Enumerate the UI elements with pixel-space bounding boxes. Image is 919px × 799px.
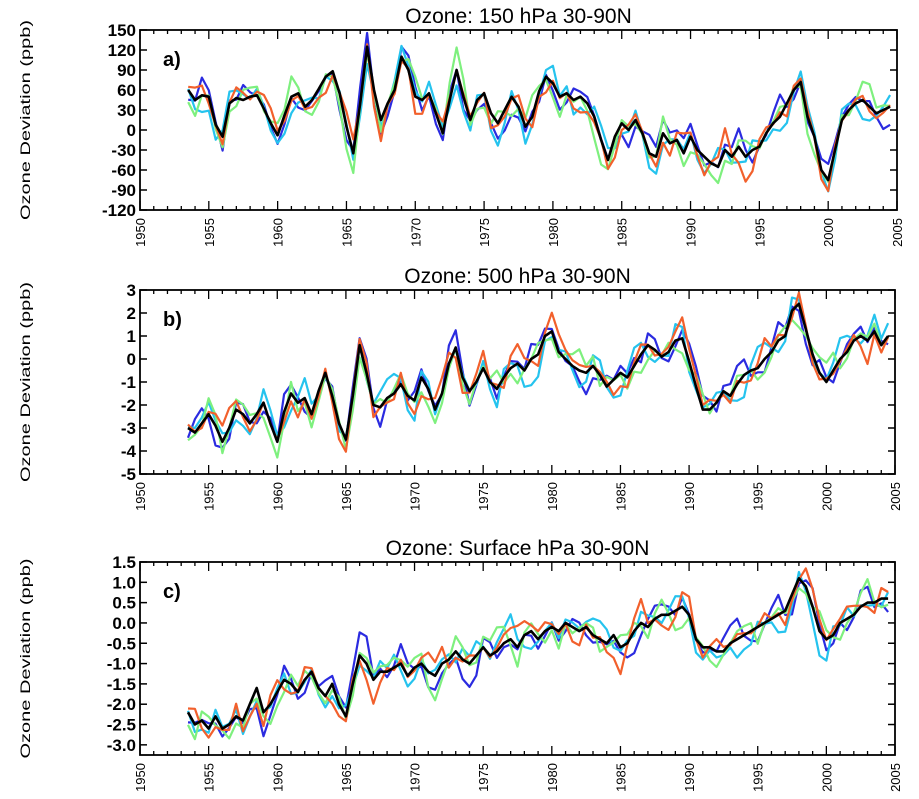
x-tick-label: 1985 (613, 763, 628, 792)
x-tick-label: 1955 (202, 218, 217, 247)
ensemble-mean-line (186, 576, 889, 730)
x-tick-label: 1960 (270, 482, 285, 511)
plot-frame (139, 29, 898, 211)
x-tick-label: 1980 (545, 763, 560, 792)
x-tick-label: 2000 (821, 218, 836, 247)
y-tick-label: -4 (121, 442, 137, 461)
x-tick-label: 1950 (133, 482, 148, 511)
panel-label: c) (163, 581, 181, 603)
y-tick-label: 60 (117, 81, 136, 100)
x-tick-label: 1980 (546, 218, 561, 247)
x-tick-label: 1965 (339, 218, 354, 247)
x-tick-label: 1975 (477, 218, 492, 247)
y-tick-label: -3 (121, 419, 136, 438)
y-tick-label: 0.5 (112, 594, 136, 613)
x-tick-label: 1995 (751, 482, 766, 511)
x-tick-label: 1975 (476, 482, 491, 511)
y-tick-label: 120 (108, 41, 136, 60)
x-tick-label: 2000 (819, 482, 834, 511)
y-tick-label: 1.0 (112, 573, 136, 592)
y-tick-label: -120 (102, 201, 136, 220)
panel-title: Ozone: 150 hPa 30-90N (405, 5, 632, 28)
panel-c: Ozone: Surface hPa 30-90N Ozone Deviation… (17, 537, 903, 792)
panel-title: Ozone: 500 hPa 30-90N (404, 265, 631, 288)
ensemble-member-line (187, 579, 889, 738)
y-tick-label: 1 (127, 327, 136, 346)
plot-frame (139, 561, 896, 756)
panel-label: b) (163, 309, 182, 331)
x-tick-label: 1985 (613, 482, 628, 511)
y-tick-label: 0.0 (112, 614, 136, 633)
y-tick-label: -3.0 (107, 736, 136, 755)
x-tick-label: 1965 (339, 482, 354, 511)
x-tick-label: 1990 (684, 218, 699, 247)
x-tick-label: 1960 (270, 763, 285, 792)
y-tick-label: -1.0 (107, 655, 136, 674)
x-tick-label: 2005 (890, 218, 905, 247)
y-tick-label: 90 (117, 61, 136, 80)
plot-frame (139, 289, 896, 475)
ensemble-member-line (187, 567, 889, 739)
x-tick-label: 1990 (682, 482, 697, 511)
y-tick-label: -1.5 (107, 675, 136, 694)
x-tick-label: 1950 (133, 763, 148, 792)
y-tick-label: -2.0 (107, 695, 136, 714)
x-tick-label: 1975 (476, 763, 491, 792)
ensemble-member-line (187, 44, 892, 193)
y-tick-label: -0.5 (107, 634, 136, 653)
x-tick-label: 1955 (202, 763, 217, 792)
y-tick-label: 0 (127, 121, 136, 140)
x-tick-label: 1990 (682, 763, 697, 792)
y-tick-label: -1 (121, 373, 136, 392)
y-tick-label: -2 (121, 396, 136, 415)
y-tick-label: -30 (111, 141, 136, 160)
data-lines (186, 291, 890, 459)
y-tick-label: -2.5 (107, 716, 136, 735)
x-tick-label: 1985 (615, 218, 630, 247)
y-tick-label: -5 (121, 465, 136, 484)
ensemble-mean-line (187, 45, 891, 182)
x-tick-label: 2000 (819, 763, 834, 792)
x-tick-label: 1960 (271, 218, 286, 247)
x-tick-label: 2005 (888, 763, 903, 792)
y-tick-label: 1.5 (112, 553, 136, 572)
y-tick-label: 3 (127, 281, 136, 300)
x-tick-label: 1980 (545, 482, 560, 511)
ensemble-member-line (187, 577, 889, 741)
data-lines (187, 31, 892, 193)
ensemble-member-line (186, 570, 890, 736)
x-tick-label: 1965 (339, 763, 354, 792)
y-tick-label: -60 (111, 161, 136, 180)
y-axis-label: Ozone Deviation (ppb) (17, 20, 33, 220)
panel-label: a) (163, 49, 181, 71)
y-tick-label: 150 (108, 21, 136, 40)
x-tick-label: 1970 (408, 763, 423, 792)
y-tick-label: 0 (127, 350, 136, 369)
x-tick-label: 1950 (133, 218, 148, 247)
y-axis-label: Ozone Deviation (ppb) (17, 559, 33, 759)
ensemble-mean-line (187, 302, 890, 444)
ensemble-member-line (187, 296, 890, 438)
y-axis-label: Ozone Deviation (ppb) (17, 282, 33, 482)
y-tick-label: 2 (127, 304, 136, 323)
panel-title: Ozone: Surface hPa 30-90N (386, 537, 650, 560)
x-tick-label: 1995 (752, 218, 767, 247)
ensemble-member-line (187, 318, 889, 459)
panel-a: Ozone: 150 hPa 30-90N Ozone Deviation (pp… (17, 5, 905, 247)
x-tick-label: 1970 (408, 482, 423, 511)
x-tick-label: 2005 (888, 482, 903, 511)
x-tick-label: 1955 (202, 482, 217, 511)
x-tick-label: 1970 (408, 218, 423, 247)
y-tick-label: 30 (117, 101, 136, 120)
data-lines (186, 567, 890, 741)
y-tick-label: -90 (111, 181, 136, 200)
x-tick-label: 1995 (751, 763, 766, 792)
panel-b: Ozone: 500 hPa 30-90N Ozone Deviation (pp… (17, 265, 903, 511)
ensemble-member-line (188, 43, 891, 193)
